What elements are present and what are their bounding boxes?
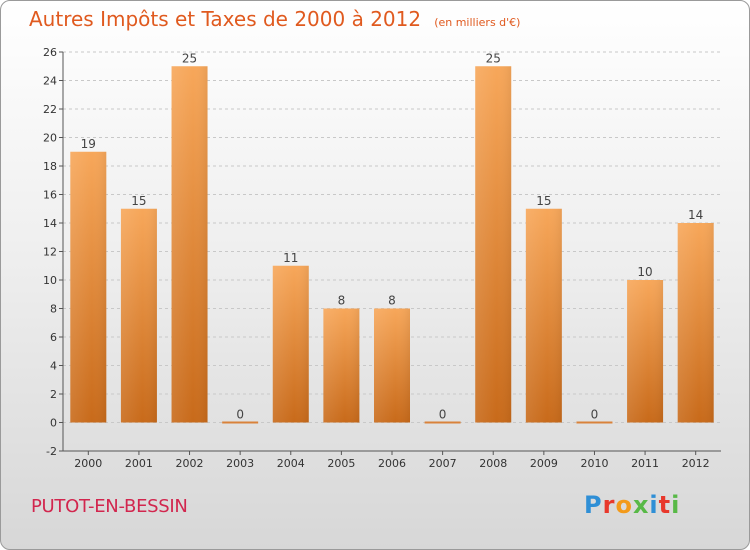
title-row: Autres Impôts et Taxes de 2000 à 2012 (e…	[29, 7, 520, 31]
axes	[59, 51, 721, 455]
y-tick-label: 6	[50, 331, 57, 344]
x-tick-label: 2012	[682, 457, 710, 470]
data-label: 15	[536, 194, 551, 208]
bar-shade	[677, 223, 714, 423]
data-label: 19	[81, 137, 96, 151]
y-tick-label: 22	[43, 103, 57, 116]
data-label: 11	[283, 251, 298, 265]
y-tick-label: 18	[43, 160, 57, 173]
y-tick-label: -2	[46, 445, 57, 458]
proxiti-logo: Proxiti	[584, 491, 680, 519]
x-tick-label: 2002	[176, 457, 204, 470]
logo-letter: P	[584, 491, 603, 519]
y-tick-label: 14	[43, 217, 57, 230]
y-tick-label: 0	[50, 417, 57, 430]
logo-letter: i	[671, 491, 681, 519]
chart-subtitle: (en milliers d'€)	[434, 16, 521, 29]
x-tick-label: 2000	[74, 457, 102, 470]
x-tick-label: 2006	[378, 457, 406, 470]
data-label: 25	[486, 51, 501, 65]
y-tick-label: 24	[43, 75, 57, 88]
bar-shade	[171, 66, 208, 423]
bar-shade	[525, 208, 562, 423]
bar	[222, 421, 259, 424]
bar-shade	[475, 66, 512, 423]
labels: -202468101214161820222426192000152001252…	[43, 46, 710, 470]
y-tick-label: 8	[50, 303, 57, 316]
bar-shade	[272, 265, 309, 423]
bar	[424, 421, 461, 424]
data-label: 15	[131, 194, 146, 208]
y-tick-label: 26	[43, 46, 57, 59]
x-tick-label: 2005	[327, 457, 355, 470]
y-tick-label: 10	[43, 274, 57, 287]
x-tick-label: 2003	[226, 457, 254, 470]
y-tick-label: 4	[50, 360, 57, 373]
x-tick-label: 2001	[125, 457, 153, 470]
bar-shade	[627, 280, 664, 423]
data-label: 8	[388, 294, 396, 308]
bar-shade	[374, 308, 410, 423]
logo-letter: r	[602, 491, 616, 519]
x-tick-label: 2009	[530, 457, 558, 470]
data-label: 8	[338, 294, 346, 308]
y-tick-label: 20	[43, 132, 57, 145]
logo-letter: x	[632, 491, 650, 519]
x-tick-label: 2004	[277, 457, 305, 470]
y-tick-label: 12	[43, 246, 57, 259]
data-label: 10	[637, 265, 652, 279]
x-tick-label: 2011	[631, 457, 659, 470]
data-label: 25	[182, 51, 197, 65]
x-tick-label: 2007	[429, 457, 457, 470]
bar-shade	[323, 308, 360, 423]
commune-name: PUTOT-EN-BESSIN	[31, 496, 188, 517]
bar-shade	[70, 151, 107, 423]
logo-letter: o	[615, 491, 633, 519]
x-tick-label: 2010	[580, 457, 608, 470]
chart-title: Autres Impôts et Taxes de 2000 à 2012	[29, 7, 422, 31]
y-tick-label: 16	[43, 189, 57, 202]
logo-letter: i	[649, 491, 659, 519]
data-label: 0	[591, 408, 599, 422]
bars	[70, 66, 714, 424]
bar	[576, 421, 613, 424]
y-tick-label: 2	[50, 388, 57, 401]
data-label: 0	[439, 408, 447, 422]
data-label: 0	[236, 408, 244, 422]
x-tick-label: 2008	[479, 457, 507, 470]
bar-shade	[120, 208, 157, 423]
logo-letter: t	[658, 491, 672, 519]
data-label: 14	[688, 208, 703, 222]
